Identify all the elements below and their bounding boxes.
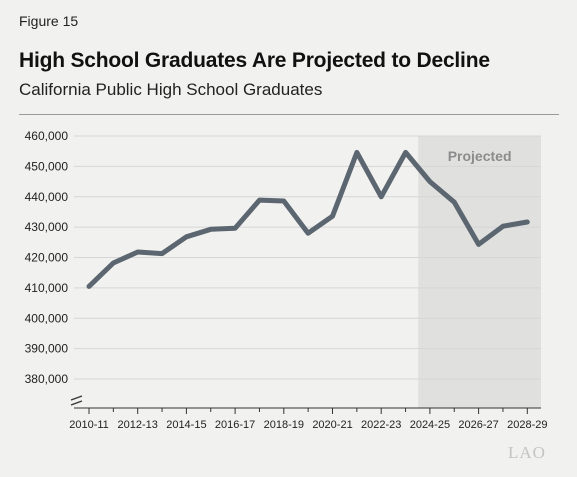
- x-tick-label: 2024-25: [410, 419, 450, 431]
- x-tick-label: 2018-19: [264, 419, 304, 431]
- axis-break-mark: [70, 400, 83, 406]
- x-tick-label: 2020-21: [312, 419, 352, 431]
- y-tick-label: 390,000: [25, 342, 69, 356]
- y-tick-label: 450,000: [25, 159, 69, 173]
- x-tick-label: 2022-23: [361, 419, 401, 431]
- y-tick-label: 460,000: [25, 129, 69, 143]
- y-tick-label: 380,000: [25, 372, 69, 386]
- y-tick-label: 440,000: [25, 190, 69, 204]
- chart-subtitle: California Public High School Graduates: [19, 80, 323, 99]
- x-tick-label: 2010-11: [69, 419, 109, 431]
- x-tick-label: 2028-29: [507, 419, 547, 431]
- title-divider: [19, 114, 559, 115]
- y-tick-label: 410,000: [25, 281, 69, 295]
- y-tick-label: 420,000: [25, 251, 69, 265]
- chart-title: High School Graduates Are Projected to D…: [19, 49, 490, 72]
- x-tick-label: 2012-13: [118, 419, 158, 431]
- axis-break-mark: [70, 395, 83, 401]
- x-tick-label: 2016-17: [215, 419, 255, 431]
- x-tick-label: 2014-15: [166, 419, 206, 431]
- projected-label: Projected: [448, 148, 512, 164]
- projected-region: [418, 136, 541, 408]
- x-tick-label: 2026-27: [458, 419, 498, 431]
- y-tick-label: 430,000: [25, 220, 69, 234]
- figure-label: Figure 15: [19, 13, 79, 29]
- series-line: [86, 149, 530, 289]
- y-tick-label: 400,000: [25, 311, 69, 325]
- lao-watermark-logo: LAO: [508, 443, 546, 462]
